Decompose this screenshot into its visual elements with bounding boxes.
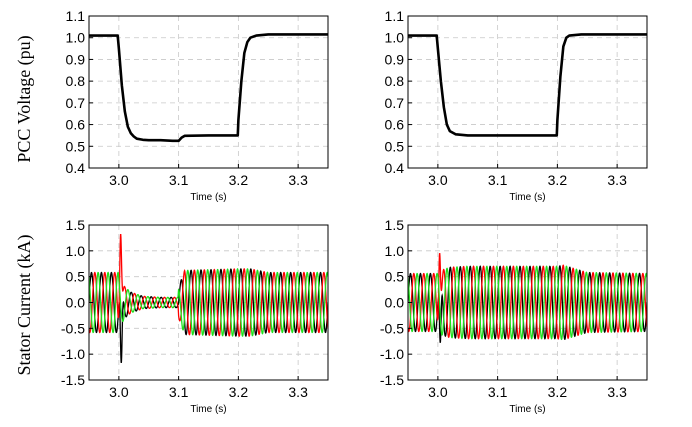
phase-current-line [408, 253, 647, 340]
plot-area [89, 33, 328, 143]
ylabel-left-bottom: Stator Current (kA) [14, 235, 35, 376]
y-tick-label: 0.8 [66, 73, 86, 89]
panel-bottom-left: -1.5 -1.0 -0.5 0.0 0.5 1.0 1.5 3.0 3.1 3.2 3.3 Time… [61, 217, 329, 415]
y-tick-label: 0.6 [385, 117, 405, 133]
x-tick-label: 3.2 [548, 384, 568, 400]
phase-current-line [89, 268, 328, 364]
y-tick-label: 1.1 [66, 8, 86, 24]
y-tick-label: 0.5 [66, 138, 86, 154]
y-tick-label: 0.8 [385, 73, 405, 89]
plot-area [408, 33, 647, 137]
y-tick-label: 1.0 [66, 243, 86, 259]
x-axis-label: Time (s) [509, 404, 545, 415]
y-tick-label: 0.4 [66, 160, 86, 176]
panel-top-left: 0.4 0.5 0.6 0.7 0.8 0.9 1.0 1.1 3.0 3.1 3.2 3.3 Time… [66, 8, 329, 203]
panel-top-right: 0.4 0.5 0.6 0.7 0.8 0.9 1.0 1.1 3.0 3.1 3.2 3.3 Time… [385, 8, 648, 203]
y-tick-label: 1.0 [385, 30, 405, 46]
x-tick-label: 3.0 [428, 384, 448, 400]
x-axis-label: Time (s) [509, 192, 545, 203]
y-tick-label: 0.5 [66, 269, 86, 285]
y-axis-label-stator-current: Stator Current (kA) [14, 235, 35, 376]
x-tick-label: 3.1 [169, 384, 189, 400]
y-tick-label: 0.0 [385, 295, 405, 311]
panel-bottom-right: -1.5 -1.0 -0.5 0.0 0.5 1.0 1.5 3.0 3.1 3.2 3.3 Time… [380, 217, 648, 415]
x-tick-label: 3.2 [229, 172, 249, 188]
x-axis-label: Time (s) [190, 192, 226, 203]
y-axis-label-pcc-voltage: PCC Voltage (pu) [14, 35, 35, 162]
x-axis-label: Time (s) [190, 404, 226, 415]
y-tick-label: -1.0 [380, 346, 404, 362]
x-tick-label: 3.0 [109, 172, 129, 188]
plot-area [408, 253, 647, 343]
y-tick-label: 0.5 [385, 138, 405, 154]
y-tick-label: 0.0 [66, 295, 86, 311]
y-tick-label: 1.0 [385, 243, 405, 259]
y-tick-label: -1.5 [61, 372, 85, 388]
phase-current-line [89, 233, 328, 338]
y-tick-label: 0.9 [385, 51, 405, 67]
y-tick-label: 1.5 [66, 217, 86, 233]
y-tick-label: -0.5 [380, 320, 404, 336]
x-tick-label: 3.1 [169, 172, 189, 188]
y-tick-label: 0.6 [66, 117, 86, 133]
y-tick-label: 0.5 [385, 269, 405, 285]
plot-area [89, 233, 328, 364]
x-tick-label: 3.3 [288, 172, 308, 188]
phase-current-line [408, 265, 647, 341]
x-tick-label: 3.1 [488, 384, 508, 400]
x-tick-label: 3.2 [548, 172, 568, 188]
x-tick-label: 3.0 [428, 172, 448, 188]
axes-frame [88, 15, 329, 169]
y-tick-label: -1.5 [380, 372, 404, 388]
axes-frame [407, 15, 648, 169]
y-tick-label: 0.7 [66, 95, 86, 111]
series-line [408, 33, 647, 137]
x-tick-label: 3.3 [288, 384, 308, 400]
y-tick-label: 1.1 [385, 8, 405, 24]
phase-current-line [89, 268, 328, 337]
y-tick-label: 1.0 [66, 30, 86, 46]
y-tick-label: 0.4 [385, 160, 405, 176]
x-tick-label: 3.0 [109, 384, 129, 400]
y-tick-label: 0.7 [385, 95, 405, 111]
y-tick-label: -0.5 [61, 320, 85, 336]
y-tick-label: 0.9 [66, 51, 86, 67]
x-tick-label: 3.1 [488, 172, 508, 188]
x-tick-label: 3.2 [229, 384, 249, 400]
ylabel-left-top: PCC Voltage (pu) [14, 35, 35, 162]
phase-current-line [408, 265, 647, 343]
series-line [89, 33, 328, 143]
x-tick-label: 3.3 [607, 172, 627, 188]
y-tick-label: -1.0 [61, 346, 85, 362]
x-tick-label: 3.3 [607, 384, 627, 400]
y-tick-label: 1.5 [385, 217, 405, 233]
